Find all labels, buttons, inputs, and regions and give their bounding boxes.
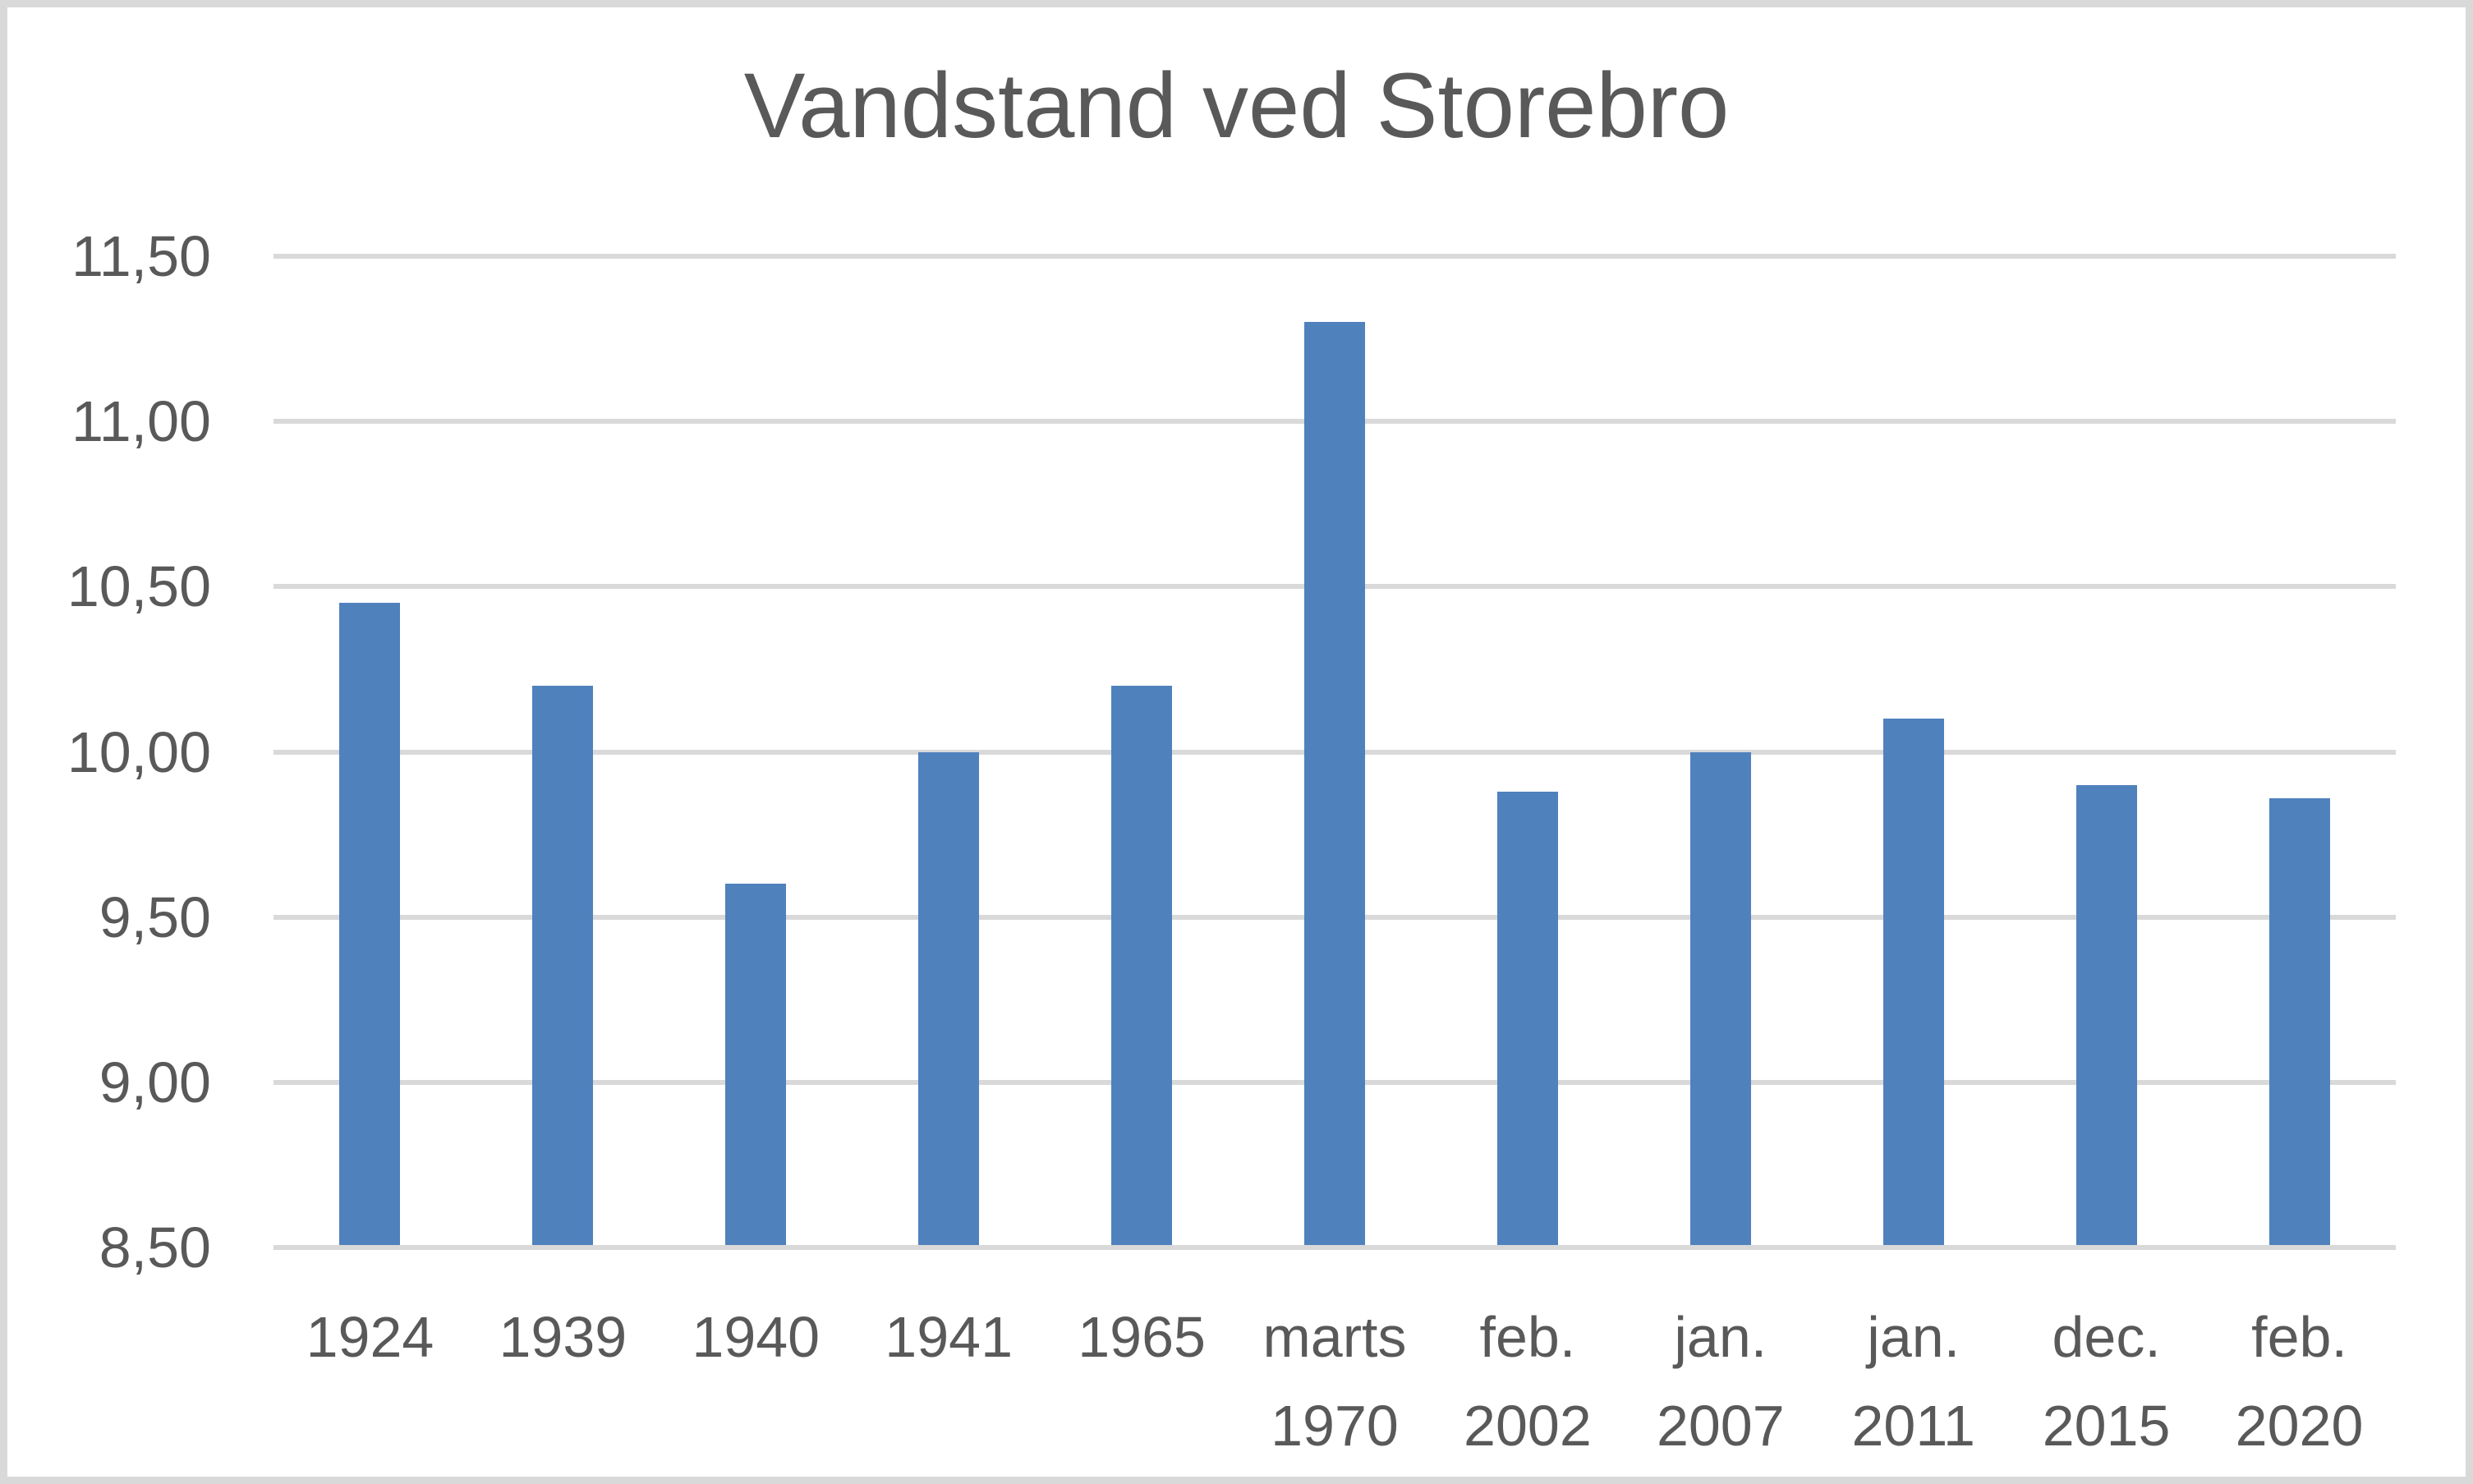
y-tick-label: 10,50	[67, 554, 211, 619]
x-tick-label-line: 2002	[1464, 1394, 1592, 1458]
bar-1939[interactable]	[532, 686, 594, 1245]
bar-marts-1970[interactable]	[1304, 322, 1365, 1245]
gridline	[274, 254, 2396, 259]
bar-1940[interactable]	[725, 884, 787, 1245]
x-tick-label-line: marts	[1262, 1305, 1407, 1369]
x-tick-label: feb. 2002	[1431, 1293, 1624, 1470]
y-tick-label: 8,50	[99, 1215, 211, 1280]
x-tick-label-line: feb.	[1479, 1305, 1576, 1369]
x-tick-label: 1940	[660, 1293, 853, 1381]
x-tick-label-line: 1924	[306, 1305, 434, 1369]
x-tick-label: jan. 2007	[1624, 1293, 1817, 1470]
x-tick-label-line: 1965	[1078, 1305, 1206, 1369]
bar-jan-2011[interactable]	[1882, 719, 1944, 1245]
gridline	[274, 1245, 2396, 1250]
y-tick-label: 9,50	[99, 884, 211, 949]
x-tick-label: jan. 2011	[1817, 1293, 2010, 1470]
bar-jan-2007[interactable]	[1689, 751, 1751, 1245]
bar-feb-2002[interactable]	[1496, 791, 1558, 1245]
x-tick-label-line: 2020	[2235, 1394, 2364, 1458]
x-tick-label-line: 1941	[885, 1305, 1014, 1369]
y-tick-label: 9,00	[99, 1050, 211, 1114]
chart-title: Vandstand ved Storebro	[743, 54, 1730, 157]
x-tick-label: 1965	[1046, 1293, 1239, 1381]
bar-1941[interactable]	[918, 751, 980, 1245]
y-tick-label: 11,50	[71, 224, 211, 288]
x-tick-label-line: 1940	[692, 1305, 821, 1369]
x-tick-label: 1924	[274, 1293, 467, 1381]
x-tick-label-line: 2007	[1656, 1394, 1785, 1458]
x-tick-label: 1939	[467, 1293, 660, 1381]
x-tick-label-line: 1970	[1271, 1394, 1399, 1458]
bar-dec-2015[interactable]	[2075, 784, 2137, 1245]
x-tick-label-line: dec.	[2052, 1305, 2161, 1369]
bar-1965[interactable]	[1111, 686, 1173, 1245]
x-tick-label: feb. 2020	[2203, 1293, 2396, 1470]
x-tick-label-line: jan.	[1867, 1305, 1960, 1369]
x-tick-label-line: 2011	[1851, 1394, 1975, 1458]
x-tick-label: 1941	[853, 1293, 1046, 1381]
bar-1924[interactable]	[339, 603, 401, 1245]
x-tick-label-line: 1939	[499, 1305, 627, 1369]
x-tick-label: marts 1970	[1239, 1293, 1432, 1470]
x-tick-label: dec. 2015	[2010, 1293, 2203, 1470]
x-tick-label-line: jan.	[1674, 1305, 1767, 1369]
y-tick-label: 10,00	[67, 719, 211, 784]
bar-feb-2020[interactable]	[2268, 797, 2330, 1245]
x-tick-label-line: 2015	[2042, 1394, 2171, 1458]
x-tick-label-line: feb.	[2251, 1305, 2347, 1369]
y-tick-label: 11,00	[71, 389, 211, 454]
